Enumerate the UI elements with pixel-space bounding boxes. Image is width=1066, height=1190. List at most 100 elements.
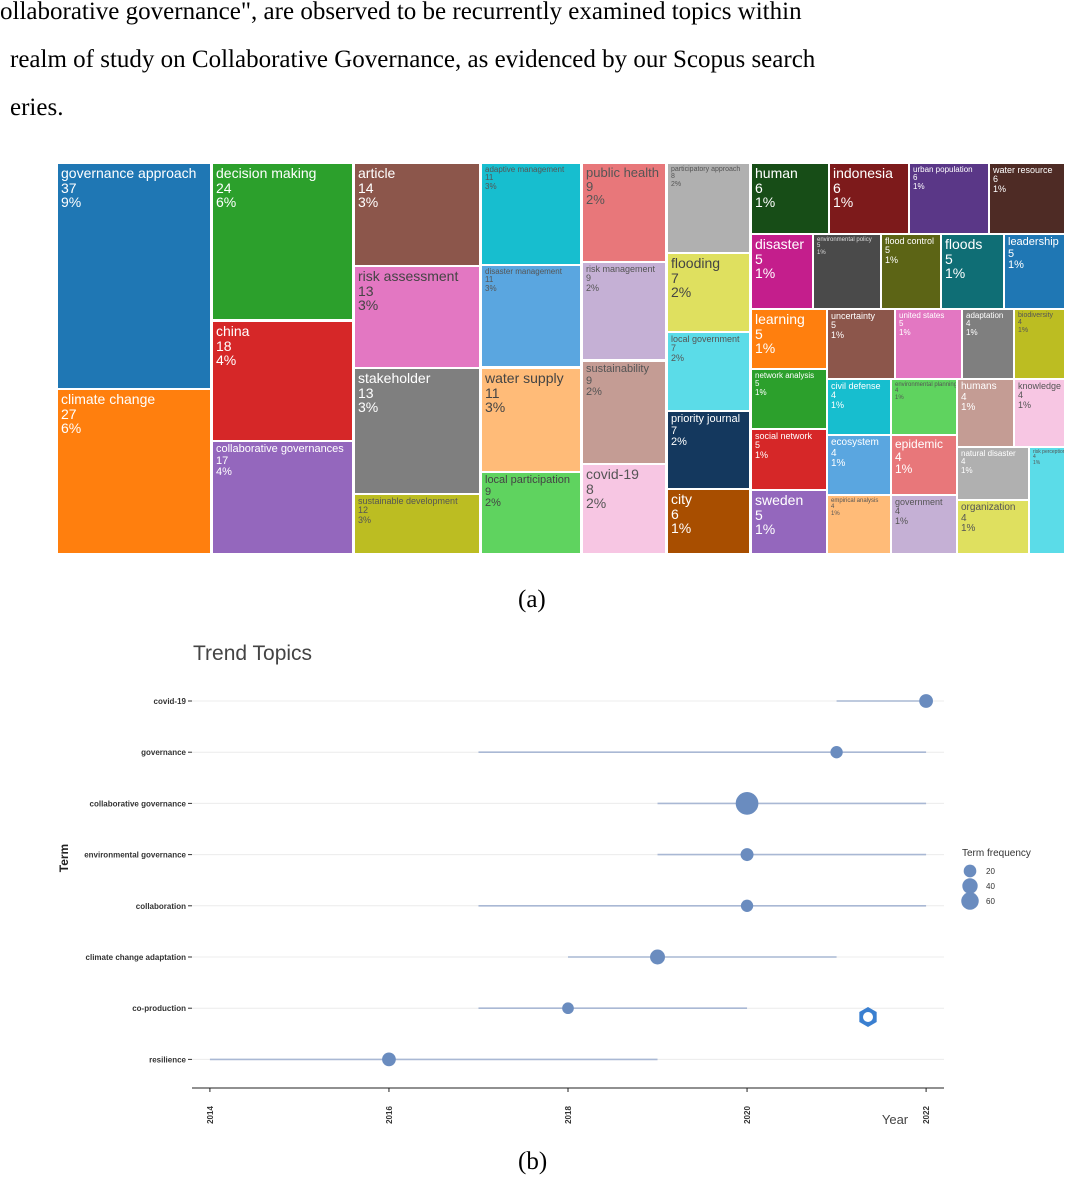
treemap-tile-percent: 2% (586, 192, 605, 208)
treemap-tile-percent: 1% (895, 462, 913, 477)
treemap-tile: government 4 1% (891, 495, 957, 554)
treemap-tile: empirical analysis 4 1% (827, 495, 891, 554)
treemap-tile-count: 5 (755, 325, 763, 342)
term-point (830, 746, 843, 759)
treemap-tile-count: 4 (961, 391, 967, 403)
treemap-tile: risk management 9 2% (582, 262, 666, 360)
treemap-tile-label: flood control (885, 236, 935, 246)
x-tick-label: 2022 (922, 1106, 931, 1124)
term-label: collaborative governance (90, 799, 187, 808)
term-point (740, 899, 754, 912)
treemap-tile-percent: 1% (671, 520, 692, 537)
treemap-tile-percent: 2% (671, 180, 682, 188)
treemap-tile-count: 6 (671, 505, 679, 522)
term-point (740, 848, 754, 862)
treemap-tile: participatory approach 8 2% (667, 163, 750, 253)
treemap-tile-label: disaster management (485, 267, 562, 276)
treemap-tile-percent: 1% (755, 340, 776, 357)
term-point (562, 1002, 574, 1015)
treemap-tile-count: 7 (671, 269, 679, 286)
treemap-tile-label: public health (586, 165, 659, 180)
treemap-tile-count: 5 (755, 506, 763, 523)
treemap-tile-percent: 1% (833, 194, 854, 211)
treemap-tile-percent: 3% (485, 399, 506, 416)
treemap-tile: biodiversity 4 1% (1014, 309, 1065, 379)
treemap-tile-percent: 1% (831, 399, 845, 410)
treemap-tile-count: 5 (945, 250, 953, 267)
treemap-tile-label: urban population (913, 165, 973, 174)
treemap-tile-count: 14 (358, 179, 374, 196)
treemap-tile: uncertainty 5 1% (827, 309, 895, 379)
term-point (382, 1052, 396, 1067)
treemap-tile-label: sustainability (586, 363, 649, 375)
treemap-chart: governance approach 37 9% climate change 27 6… (57, 163, 1065, 554)
treemap-tile-label: decision making (216, 165, 317, 181)
x-tick-label: 2014 (206, 1106, 215, 1124)
treemap-tile-percent: 1% (961, 465, 973, 475)
intro-line-3: eries. (10, 94, 64, 121)
treemap-tile-count: 9 (485, 485, 492, 498)
legend-entry-label: 60 (986, 897, 995, 906)
treemap-tile-label: china (216, 323, 250, 339)
treemap-tile-count: 9 (586, 178, 594, 194)
treemap-tile: adaptive management 11 3% (481, 163, 581, 265)
treemap-tile-count: 5 (899, 319, 904, 329)
treemap-tile-label: natural disaster (961, 449, 1016, 458)
treemap-tile-label: biodiversity (1018, 312, 1054, 319)
treemap-tile-percent: 3% (358, 194, 379, 211)
treemap-tile-percent: 1% (885, 254, 899, 265)
treemap-tile-label: humans (961, 381, 997, 392)
treemap-tile-label: flooding (671, 255, 721, 271)
treemap-tile-count: 13 (358, 282, 374, 299)
treemap-tile-percent: 1% (1033, 459, 1041, 466)
treemap-tile-count: 8 (586, 480, 594, 497)
treemap-tile-count: 4 (961, 457, 966, 467)
caption-b: (b) (518, 1148, 548, 1175)
treemap-tile-percent: 1% (755, 194, 776, 211)
treemap-tile: environmental planning 4 1% (891, 379, 957, 435)
treemap-tile-count: 5 (755, 440, 761, 451)
treemap-tile: water supply 11 3% (481, 368, 581, 472)
treemap-tile: flood control 5 1% (881, 234, 941, 309)
treemap-tile: humans 4 1% (957, 379, 1014, 447)
treemap-tile-label: city (671, 491, 692, 507)
treemap-tile: civil defense 4 1% (827, 379, 891, 435)
treemap-tile-percent: 1% (817, 249, 826, 256)
treemap-tile-percent: 2% (671, 352, 685, 363)
treemap-tile: local participation 9 2% (481, 472, 581, 554)
trend-topics-chart: Trend Topics Term covid-19 governance collab… (57, 642, 1031, 1127)
treemap-tile-count: 4 (1018, 319, 1022, 327)
treemap-tile: natural disaster 4 1% (957, 447, 1029, 500)
treemap-tile-count: 4 (831, 504, 835, 511)
treemap-tile-percent: 2% (586, 495, 607, 512)
treemap-tile-label: governance approach (61, 165, 197, 181)
treemap-tile-percent: 1% (1018, 326, 1029, 334)
legend-size-symbol (963, 864, 977, 878)
treemap-tile-label: adaptive management (485, 165, 565, 174)
treemap-tile-percent: 1% (993, 183, 1007, 194)
treemap-tile-percent: 3% (358, 399, 379, 416)
treemap-tile-percent: 6% (61, 420, 82, 437)
treemap-tile-label: network analysis (755, 371, 815, 380)
treemap-tile: knowledge 4 1% (1014, 379, 1065, 447)
treemap-tile-count: 4 (831, 390, 837, 401)
term-label: co-production (132, 1004, 186, 1013)
treemap-tile-percent: 1% (899, 327, 911, 337)
treemap-tile: united states 5 1% (895, 309, 962, 379)
intro-line-1: ollaborative governance", are observed t… (0, 0, 802, 25)
legend-size-symbol (962, 878, 978, 894)
treemap-tile-count: 5 (1008, 247, 1015, 260)
treemap-tile-count: 4 (1033, 454, 1036, 461)
term-label: governance (141, 748, 186, 757)
treemap-tile-label: uncertainty (831, 311, 876, 321)
treemap-tile: human 6 1% (751, 163, 829, 234)
term-point (735, 792, 759, 815)
treemap-tile: china 18 4% (212, 321, 353, 441)
treemap-tile-percent: 1% (755, 265, 776, 282)
term-point (919, 694, 933, 708)
treemap-tile: public health 9 2% (582, 163, 666, 262)
treemap-tile-label: risk assessment (358, 268, 459, 284)
treemap-tile: governance approach 37 9% (57, 163, 211, 389)
treemap-tile-percent: 2% (586, 386, 602, 399)
treemap-tile-percent: 1% (961, 523, 976, 534)
